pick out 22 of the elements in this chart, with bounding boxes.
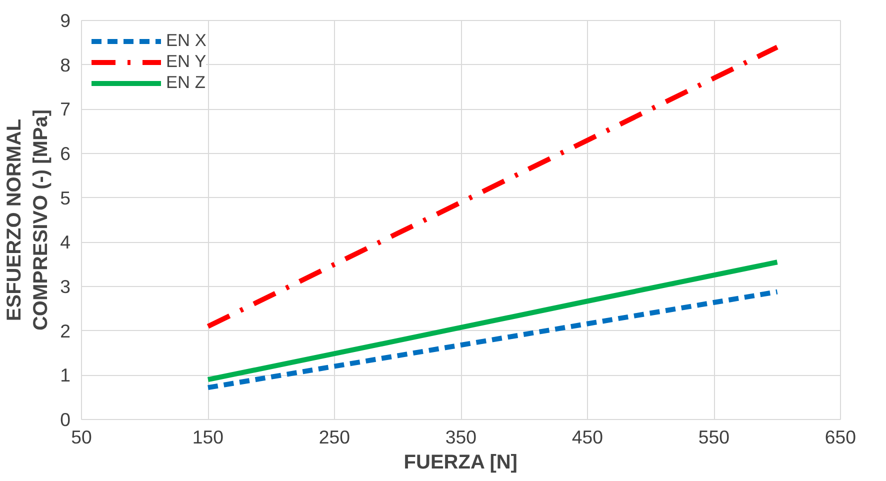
legend-label: EN Z <box>166 72 206 93</box>
y-tick-label: 5 <box>60 187 71 208</box>
x-tick-label: 150 <box>192 426 224 448</box>
y-tick-label: 9 <box>60 10 71 31</box>
x-axis-title: FUERZA [N] <box>404 452 518 474</box>
y-tick-label: 2 <box>60 320 71 342</box>
y-tick-label: 7 <box>60 98 71 120</box>
x-tick-label: 250 <box>318 426 350 448</box>
x-tick-label: 550 <box>698 426 730 448</box>
y-tick-label: 1 <box>60 364 71 386</box>
y-tick-label: 3 <box>60 276 71 297</box>
y-axis-title: ESFUERZO NORMAL COMPRESIVO (-) [MPa] <box>4 109 52 331</box>
y-tick-label: 6 <box>60 143 71 164</box>
x-tick-label: 350 <box>445 426 477 448</box>
y-tick-label: 0 <box>60 409 71 430</box>
x-tick-label: 450 <box>572 426 604 448</box>
y-tick-label: 8 <box>60 54 71 76</box>
x-tick-label: 50 <box>71 426 92 448</box>
legend-label: EN X <box>166 30 206 51</box>
x-tick-label: 650 <box>824 426 856 448</box>
legend-label: EN Y <box>166 51 206 72</box>
y-tick-label: 4 <box>60 232 71 253</box>
